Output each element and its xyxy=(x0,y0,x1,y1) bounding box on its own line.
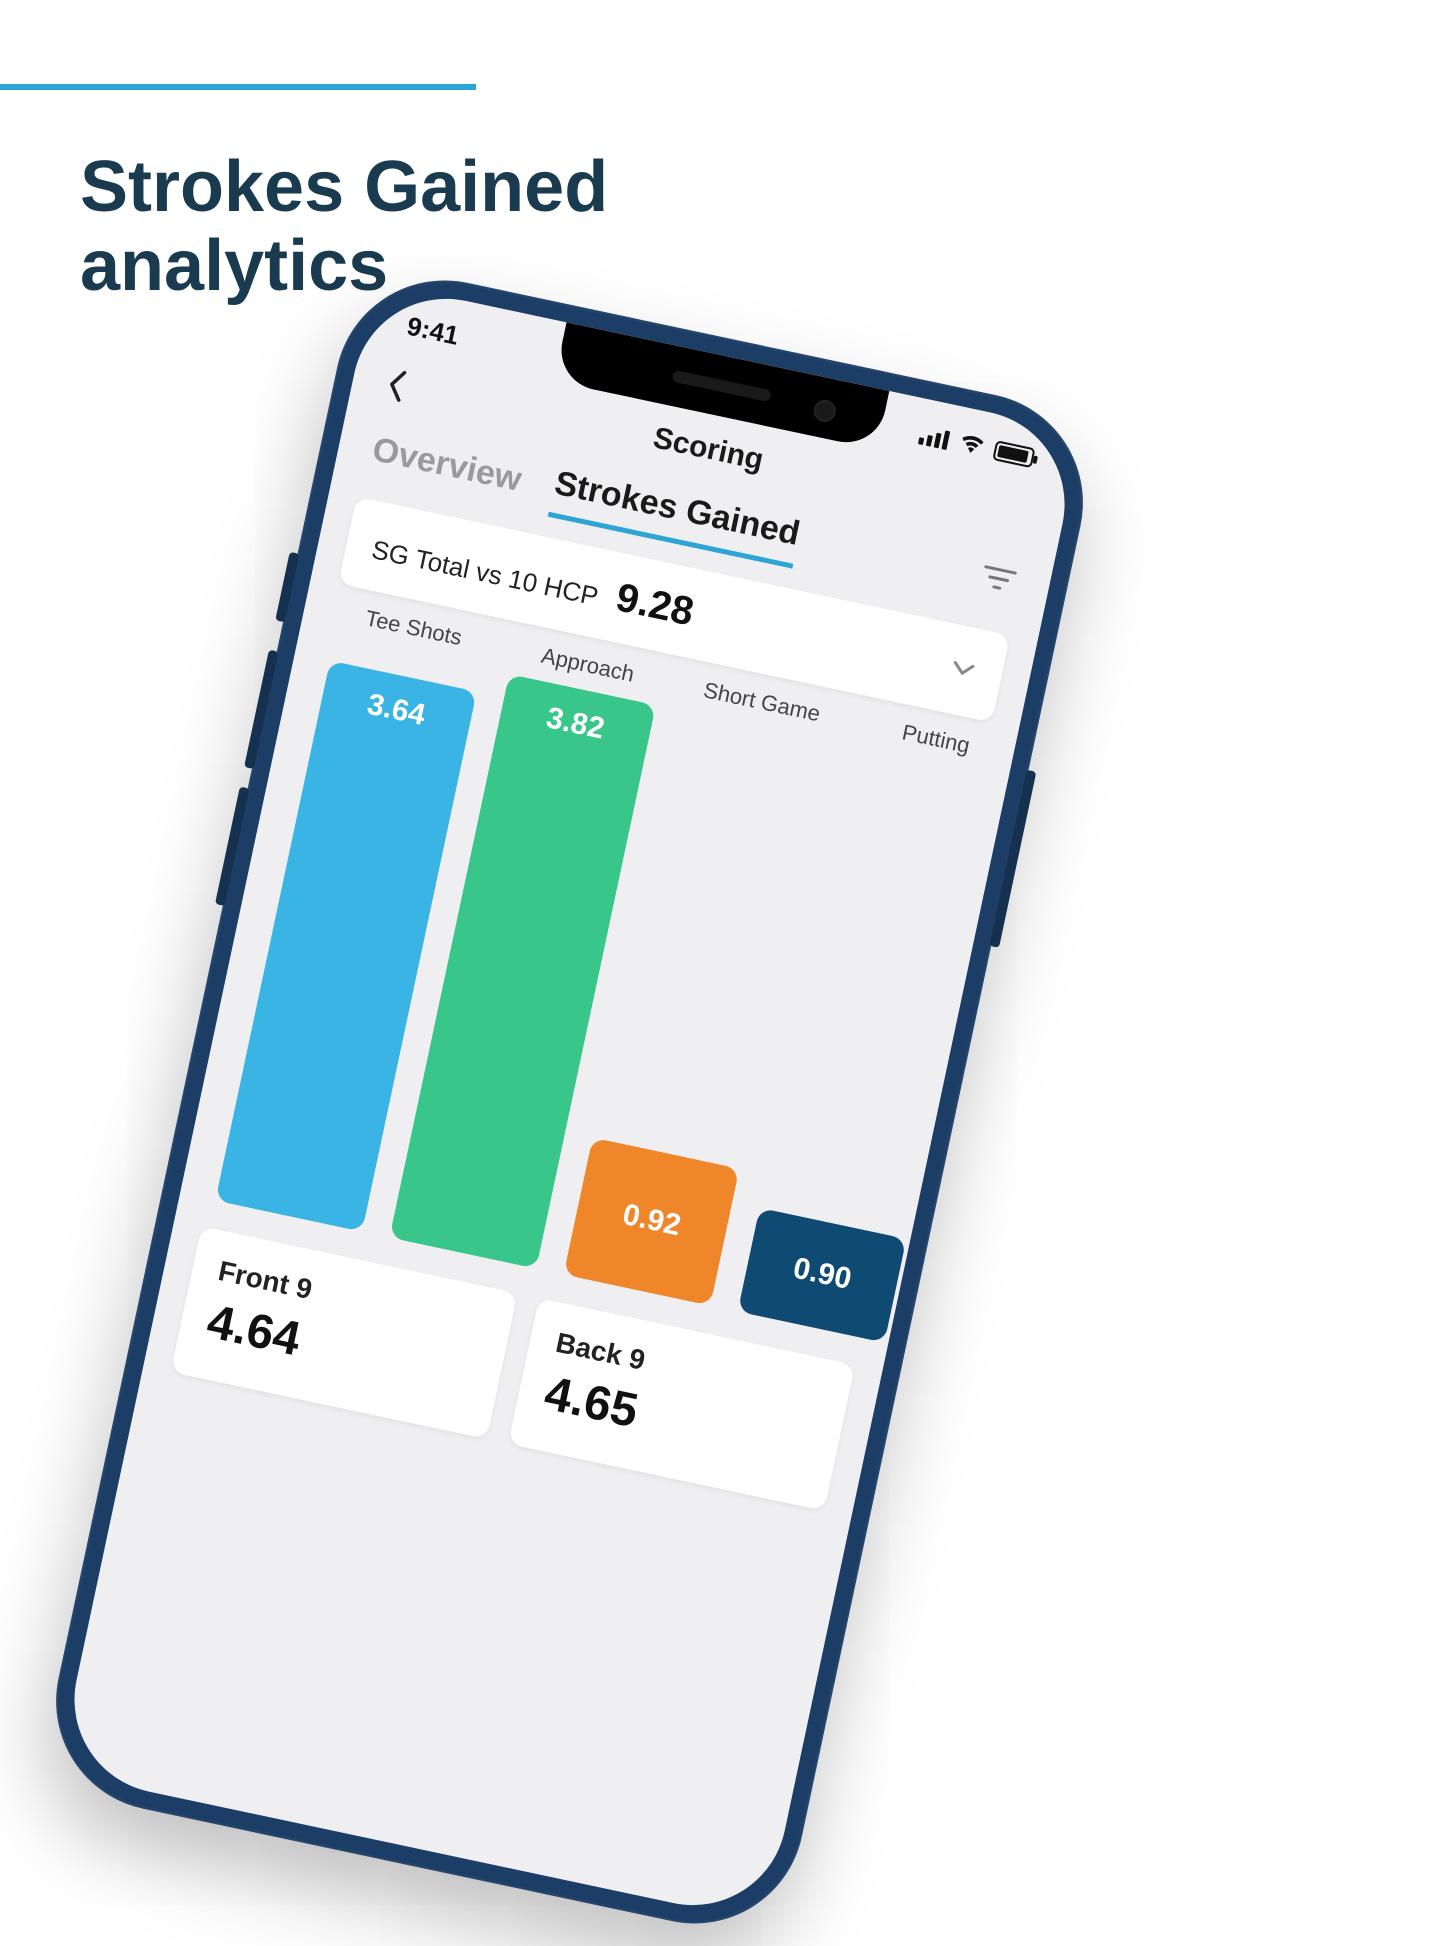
summary-card-back9[interactable]: Back 9 4.65 xyxy=(508,1298,855,1511)
chart-bar-value: 3.82 xyxy=(543,701,607,746)
tab-overview[interactable]: Overview xyxy=(367,430,525,509)
chart-bar-value: 3.64 xyxy=(364,688,428,733)
summary-card-front9[interactable]: Front 9 4.64 xyxy=(171,1226,518,1439)
phone-frame: 9:41 Scoring Overview xyxy=(36,260,1104,1944)
sg-total-value: 9.28 xyxy=(612,575,697,634)
sg-total-label: SG Total vs 10 HCP xyxy=(369,534,601,611)
cellular-signal-icon xyxy=(918,424,952,450)
phone-mockup: 9:41 Scoring Overview xyxy=(36,260,1104,1944)
phone-silent-switch xyxy=(275,552,299,623)
chart-bar: 0.90 xyxy=(738,1208,907,1343)
phone-screen: 9:41 Scoring Overview xyxy=(57,281,1082,1922)
headline-line: analytics xyxy=(80,226,388,306)
chart-column-label: Putting xyxy=(860,711,1012,768)
status-time: 9:41 xyxy=(404,310,461,351)
page-headline: Strokes Gained analytics xyxy=(80,148,608,306)
accent-bar xyxy=(0,84,476,90)
chart-bar: 0.92 xyxy=(564,1138,740,1306)
chevron-down-icon xyxy=(947,653,979,689)
chart-bar-value: 0.90 xyxy=(790,1252,854,1297)
headline-line: Strokes Gained xyxy=(80,147,608,227)
wifi-icon xyxy=(957,430,988,460)
sg-bar-chart: Tee Shots 3.64 Approach 3.82 Short Game … xyxy=(207,592,989,1337)
chart-bar-value: 0.92 xyxy=(620,1198,684,1243)
status-icons xyxy=(917,422,1036,471)
battery-icon xyxy=(992,440,1035,468)
